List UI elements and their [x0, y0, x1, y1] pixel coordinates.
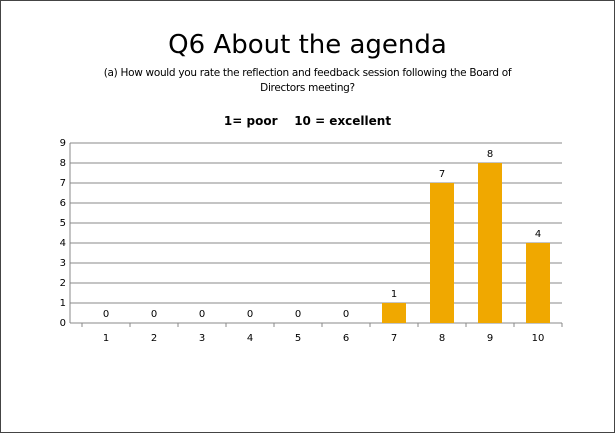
y-tick-label: 0 — [60, 318, 66, 329]
bar — [478, 163, 502, 323]
x-tick-label: 1 — [103, 333, 109, 344]
y-tick-label: 6 — [60, 198, 66, 209]
scale-note: 1= poor 10 = excellent — [223, 114, 392, 128]
x-tick-label: 7 — [391, 333, 397, 344]
x-tick-label: 10 — [532, 333, 545, 344]
x-tick-label: 6 — [343, 333, 349, 344]
x-tick-label: 4 — [247, 333, 253, 344]
y-tick-label: 7 — [60, 178, 66, 189]
data-label: 0 — [247, 309, 253, 320]
bar — [526, 243, 550, 323]
data-label: 0 — [199, 309, 205, 320]
data-label: 4 — [535, 229, 541, 240]
data-label: 7 — [439, 169, 445, 180]
y-tick-label: 9 — [60, 138, 66, 149]
data-label: 0 — [103, 309, 109, 320]
y-tick-label: 8 — [60, 158, 66, 169]
chart-title: Q6 About the agenda — [168, 30, 447, 60]
y-tick-label: 3 — [60, 258, 66, 269]
y-tick-label: 1 — [60, 298, 66, 309]
data-label: 0 — [295, 309, 301, 320]
data-label: 0 — [343, 309, 349, 320]
x-tick-label: 3 — [199, 333, 205, 344]
bar — [430, 183, 454, 323]
x-tick-label: 9 — [487, 333, 493, 344]
x-tick-label: 8 — [439, 333, 445, 344]
y-tick-label: 2 — [60, 278, 66, 289]
chart-subtitle: (a) How would you rate the reflection an… — [103, 67, 512, 94]
x-tick-label: 2 — [151, 333, 157, 344]
data-label: 0 — [151, 309, 157, 320]
y-tick-label: 5 — [60, 218, 66, 229]
bar — [382, 303, 406, 323]
data-label: 1 — [391, 289, 397, 300]
y-tick-label: 4 — [60, 238, 66, 249]
x-tick-label: 5 — [295, 333, 301, 344]
data-label: 8 — [487, 149, 493, 160]
